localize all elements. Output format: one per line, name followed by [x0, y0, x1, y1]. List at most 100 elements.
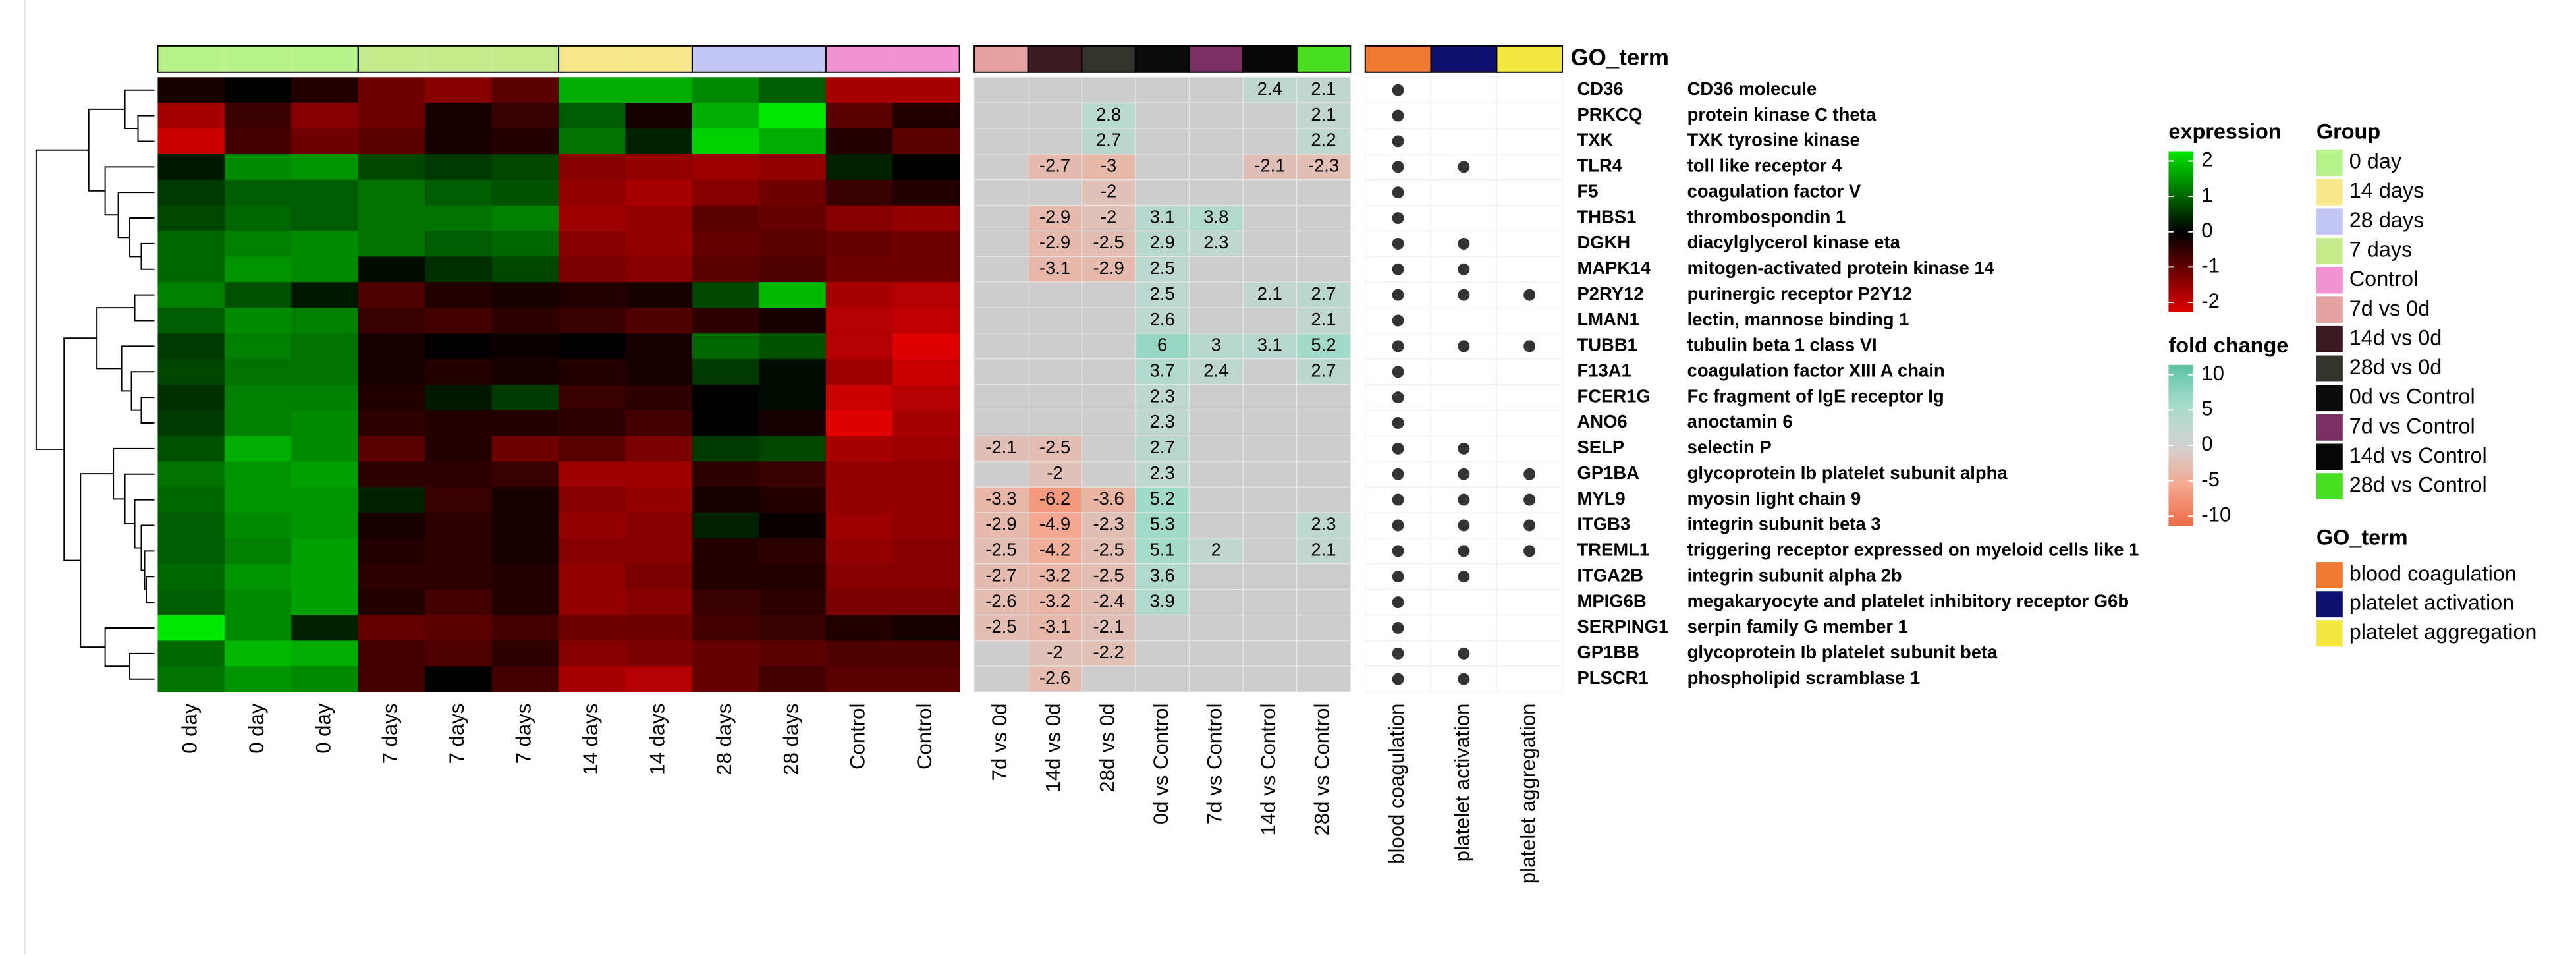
- fold-cell: [1028, 358, 1082, 385]
- fold-cell: [1296, 461, 1351, 488]
- gene-symbol: PRKCQ: [1577, 104, 1642, 125]
- fold-cell: [1296, 512, 1351, 539]
- fold-cell: [1242, 589, 1298, 616]
- fold-cell: [1135, 665, 1190, 692]
- expression-cell: [825, 103, 893, 129]
- fold-cell: [1242, 230, 1298, 257]
- column-label: 7d vs 0d: [988, 704, 1011, 781]
- expression-cell: [559, 103, 626, 129]
- go-cell: [1496, 640, 1563, 667]
- go-dot: [1392, 263, 1404, 275]
- expression-cell: [625, 308, 693, 334]
- fold-cell: [1296, 179, 1351, 206]
- expression-cell: [425, 615, 493, 642]
- fold-label: -6.2: [1039, 488, 1070, 509]
- go-cell: [1496, 409, 1563, 437]
- column-label: 28d vs 0d: [1095, 704, 1118, 793]
- gene-description: integrin subunit beta 3: [1687, 514, 1881, 534]
- legend-swatch: [2316, 385, 2343, 412]
- fold-cell: [1188, 409, 1244, 437]
- gene-symbol: ANO6: [1577, 411, 1627, 432]
- legend-swatch: [2316, 179, 2343, 206]
- expression-cell: [759, 666, 827, 692]
- fold-label: -2.5: [1093, 565, 1124, 585]
- fold-cell: [1242, 538, 1298, 565]
- go-annotation: [1365, 45, 1431, 72]
- expression-cell: [892, 666, 960, 692]
- legend-swatch: [2316, 473, 2343, 500]
- fold-cell: [1135, 614, 1190, 642]
- expression-cell: [425, 384, 493, 411]
- expression-cell: [491, 77, 559, 103]
- gene-symbol: LMAN1: [1577, 309, 1639, 329]
- expression-cell: [625, 205, 693, 232]
- fold-label: 3.1: [1257, 335, 1282, 355]
- fold-label: 5.1: [1150, 540, 1175, 560]
- go-dot: [1392, 596, 1404, 609]
- column-label: platelet aggregation: [1516, 704, 1539, 884]
- expression-cell: [825, 308, 893, 334]
- gene-description: serpin family G member 1: [1687, 616, 1908, 636]
- expression-cell: [157, 231, 225, 258]
- expression-cell: [559, 615, 626, 642]
- expression-cell: [291, 487, 359, 513]
- expression-cell: [759, 640, 827, 667]
- fold-cell: [1188, 102, 1244, 129]
- expression-cell: [157, 282, 225, 308]
- expression-cell: [692, 205, 760, 232]
- expression-cell: [224, 77, 292, 103]
- fold-label: -3.2: [1039, 590, 1070, 611]
- fold-label: 5.2: [1311, 335, 1336, 355]
- expression-cell: [825, 384, 893, 411]
- legend-label: platelet activation: [2349, 591, 2514, 615]
- expression-cell: [425, 410, 493, 437]
- comparison-annotation: [1189, 45, 1244, 72]
- expression-cell: [291, 589, 359, 616]
- column-label: 28 days: [779, 704, 802, 775]
- dendrogram-branch: [129, 652, 155, 680]
- expression-cell: [825, 128, 893, 155]
- go-dot: [1392, 314, 1404, 327]
- gene-symbol: F13A1: [1577, 360, 1631, 381]
- fold-cell: [1188, 230, 1244, 257]
- gene-description: integrin subunit alpha 2b: [1687, 565, 1902, 585]
- fold-cell: [1296, 640, 1351, 667]
- expression-cell: [291, 308, 359, 334]
- fold-cell: [1188, 128, 1244, 155]
- fold-cell: [1242, 563, 1298, 590]
- go-cell: [1496, 384, 1563, 411]
- comparison-annotation: [1243, 45, 1297, 72]
- fold-label: -2.7: [1039, 155, 1070, 176]
- expression-cell: [291, 128, 359, 155]
- expression-cell: [892, 308, 960, 334]
- fold-label: 5.3: [1150, 514, 1175, 534]
- expression-cell: [625, 666, 693, 692]
- expression-cell: [224, 666, 292, 692]
- legend-tick-label: -2: [2201, 289, 2220, 312]
- expression-cell: [425, 103, 493, 129]
- expression-cell: [759, 589, 827, 616]
- expression-cell: [224, 154, 292, 181]
- go-dot: [1392, 186, 1404, 199]
- fold-label: -4.2: [1039, 540, 1070, 560]
- expression-cell: [358, 256, 425, 283]
- fold-cell: [973, 384, 1029, 411]
- legend-label: 28 days: [2349, 208, 2425, 232]
- expression-cell: [425, 589, 493, 616]
- expression-cell: [559, 256, 626, 283]
- fold-cell: [1028, 179, 1082, 206]
- expression-cell: [692, 589, 760, 616]
- expression-cell: [491, 179, 559, 206]
- fold-label: 2.1: [1311, 104, 1336, 125]
- fold-label: 2.1: [1257, 283, 1282, 304]
- expression-cell: [358, 436, 425, 463]
- fold-label: 2.3: [1203, 232, 1228, 252]
- fold-cell: [1188, 563, 1244, 590]
- fold-cell: [1242, 307, 1298, 334]
- fold-label: 6: [1157, 335, 1167, 355]
- go-dot: [1392, 212, 1404, 225]
- gene-description: diacylglycerol kinase eta: [1687, 232, 1901, 252]
- expression-cell: [224, 205, 292, 232]
- gene-symbol: CD36: [1577, 78, 1623, 99]
- expression-cell: [291, 103, 359, 129]
